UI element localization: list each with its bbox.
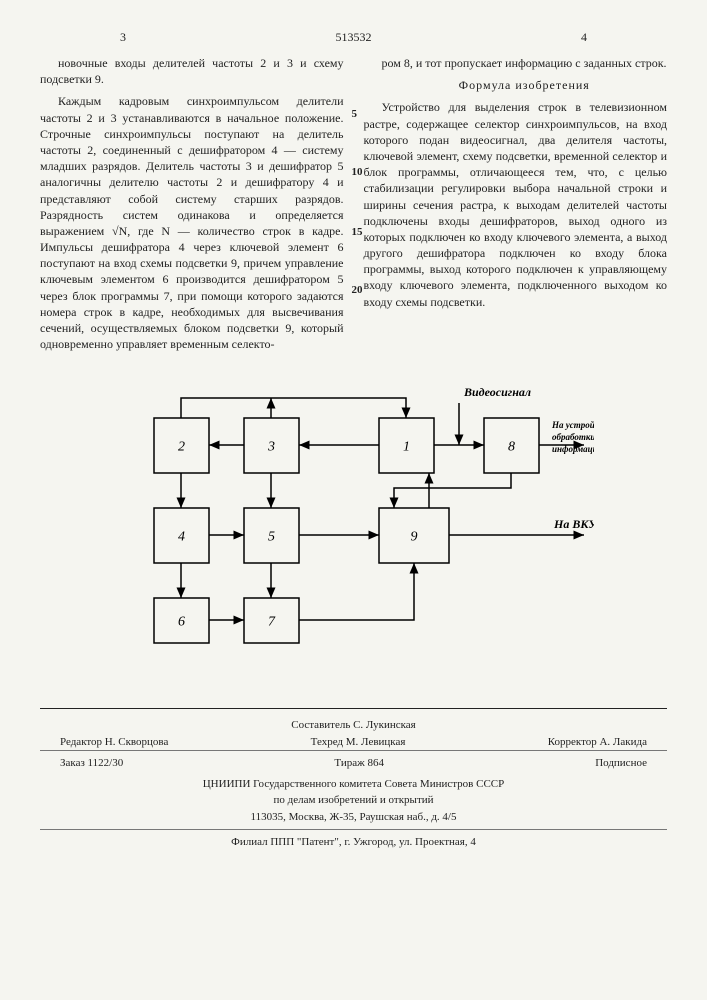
- svg-text:5: 5: [268, 530, 275, 545]
- diagram-svg: 2 3 1 8 4 5 9 6 7 Видеосигнал На устройство обработ…: [114, 378, 594, 678]
- svg-text:7: 7: [268, 615, 276, 630]
- left-p1: новочные входы делителей частоты 2 и 3 и…: [40, 55, 344, 87]
- org: ЦНИИПИ Государственного комитета Совета …: [40, 776, 667, 793]
- line-mark: 5: [352, 107, 358, 122]
- footer: Составитель С. Лукинская Редактор Н. Скв…: [40, 708, 667, 851]
- svg-text:9: 9: [410, 530, 417, 545]
- tirage: Тираж 864: [334, 755, 384, 772]
- svg-text:1: 1: [403, 440, 410, 455]
- right-p1: ром 8, и тот пропускает информацию с зад…: [364, 55, 668, 71]
- editorial-row: Редактор Н. Скворцова Техред М. Левицкая…: [40, 734, 667, 752]
- line-mark: 15: [352, 225, 363, 240]
- svg-text:2: 2: [178, 440, 185, 455]
- page-header: 3 513532 4: [40, 30, 667, 45]
- svg-text:6: 6: [178, 615, 185, 630]
- compiler: Составитель С. Лукинская: [40, 717, 667, 734]
- tech-editor: Техред М. Левицкая: [311, 734, 406, 751]
- doc-number: 513532: [336, 30, 372, 45]
- right-p2: Устройство для выделения строк в телевиз…: [364, 99, 668, 309]
- left-p2: Каждым кадровым синхроимпульсом делители…: [40, 93, 344, 352]
- page-left: 3: [120, 30, 126, 45]
- corrector: Корректор А. Лакида: [548, 734, 647, 751]
- order: Заказ 1122/30: [60, 755, 123, 772]
- left-column: новочные входы делителей частоты 2 и 3 и…: [40, 55, 344, 358]
- print-row: Заказ 1122/30 Тираж 864 Подписное: [40, 755, 667, 772]
- address: 113035, Москва, Ж-35, Раушская наб., д. …: [40, 809, 667, 831]
- page-right: 4: [581, 30, 587, 45]
- svg-text:обработки: обработки: [552, 432, 594, 442]
- block-diagram: 2 3 1 8 4 5 9 6 7 Видеосигнал На устройство обработ…: [114, 378, 594, 678]
- svg-text:3: 3: [267, 440, 275, 455]
- line-mark: 10: [352, 165, 363, 180]
- branch: Филиал ППП "Патент", г. Ужгород, ул. Про…: [40, 834, 667, 851]
- svg-text:4: 4: [178, 530, 185, 545]
- svg-text:8: 8: [508, 440, 515, 455]
- right-column: 5 10 15 20 ром 8, и тот пропускает инфор…: [364, 55, 668, 358]
- org2: по делам изобретений и открытий: [40, 792, 667, 809]
- editor: Редактор Н. Скворцова: [60, 734, 168, 751]
- subscription: Подписное: [595, 755, 647, 772]
- line-mark: 20: [352, 283, 363, 298]
- formula-title: Формула изобретения: [364, 77, 668, 93]
- svg-text:На устройство: На устройство: [551, 420, 594, 430]
- text-columns: новочные входы делителей частоты 2 и 3 и…: [40, 55, 667, 358]
- svg-text:На ВКУ: На ВКУ: [553, 517, 594, 531]
- svg-text:Видеосигнал: Видеосигнал: [463, 385, 531, 399]
- svg-text:информации: информации: [552, 444, 594, 454]
